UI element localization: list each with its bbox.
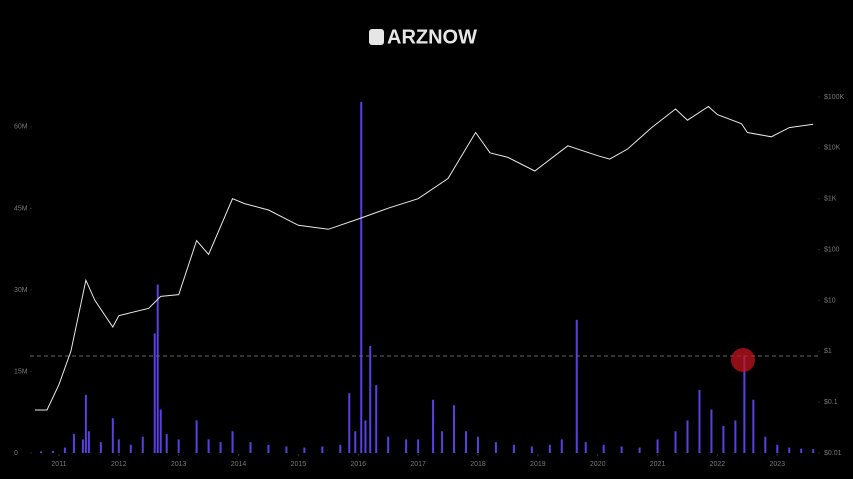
volume-bar [698, 389, 701, 453]
volume-bar [249, 442, 252, 453]
volume-bar [303, 447, 306, 453]
volume-bar [674, 431, 677, 453]
volume-bar [321, 446, 324, 453]
y2-tick-label: $10K [824, 145, 841, 152]
volume-bar [530, 446, 533, 453]
volume-bar [548, 444, 551, 453]
y-tick-label: 45M [14, 205, 28, 212]
volume-bar [231, 431, 234, 453]
volume-bar [354, 431, 357, 453]
volume-bar [638, 447, 641, 453]
volume-bar [722, 425, 725, 453]
volume-bar [686, 420, 689, 453]
x-tick-label: 2016 [350, 461, 366, 468]
volume-bar [584, 442, 587, 453]
volume-bar [494, 442, 497, 453]
volume-bar [87, 431, 90, 453]
y-tick-label: 0 [14, 450, 18, 457]
volume-bar [285, 446, 288, 453]
volume-bar [129, 444, 132, 453]
x-tick-label: 2020 [590, 461, 606, 468]
x-tick-label: 2014 [231, 461, 247, 468]
volume-bar [432, 399, 435, 453]
y2-tick-label: $0.01 [824, 450, 842, 457]
volume-bar [84, 394, 87, 453]
price-line [35, 105, 814, 411]
volume-bar [111, 418, 114, 453]
x-tick-label: 2019 [530, 461, 546, 468]
x-tick-label: 2015 [291, 461, 307, 468]
volume-bar [117, 439, 120, 453]
volume-bar [710, 409, 713, 453]
volume-bar [339, 444, 342, 453]
volume-bar [207, 439, 210, 453]
volume-bar [453, 405, 456, 453]
volume-bar [153, 333, 156, 453]
x-tick-label: 2013 [171, 461, 187, 468]
volume-bar [656, 439, 659, 453]
y2-tick-label: $10 [824, 297, 836, 304]
volume-bar [195, 420, 198, 453]
y2-tick-label: $1 [824, 348, 832, 355]
volume-bar [776, 444, 779, 453]
volume-bar [441, 431, 444, 453]
volume-bar [177, 439, 180, 453]
volume-bar [267, 444, 270, 453]
volume-bar [764, 436, 767, 453]
volume-bar [99, 442, 102, 453]
x-tick-label: 2017 [410, 461, 426, 468]
volume-bar [219, 442, 222, 453]
volume-bar [743, 355, 746, 453]
volume-bar [560, 439, 563, 453]
volume-bar [788, 447, 791, 453]
y2-tick-label: $0.1 [824, 399, 838, 406]
volume-bar [156, 284, 159, 453]
volume-bar [348, 393, 351, 453]
logo: ARZNOW [387, 26, 477, 48]
x-tick-label: 2012 [111, 461, 127, 468]
volume-bar [360, 101, 363, 453]
volume-bar [812, 449, 815, 453]
x-tick-label: 2018 [470, 461, 486, 468]
volume-bar [141, 436, 144, 453]
volume-bar [602, 444, 605, 453]
y-tick-label: 15M [14, 368, 28, 375]
volume-bar [81, 439, 84, 453]
x-tick-label: 2023 [769, 461, 785, 468]
volume-bar [165, 433, 168, 453]
volume-bar [512, 444, 515, 453]
volume-bar [405, 439, 408, 453]
volume-bar [159, 409, 162, 453]
volume-bar [72, 433, 75, 453]
volume-bar [369, 345, 372, 453]
y2-tick-label: $100 [824, 246, 840, 253]
volume-bar [620, 446, 623, 453]
volume-bar [734, 420, 737, 453]
y2-tick-label: $1K [824, 196, 837, 203]
y-tick-label: 60M [14, 124, 28, 131]
volume-bar [800, 448, 803, 453]
volume-bar [465, 431, 468, 453]
volume-bar [364, 420, 367, 453]
volume-bar [752, 399, 755, 453]
volume-bar [39, 451, 42, 453]
highlight-circle [731, 348, 755, 372]
volume-bar [51, 450, 54, 453]
volume-bar [63, 447, 66, 453]
y2-tick-label: $100K [824, 94, 845, 101]
logo-icon [369, 29, 384, 45]
volume-bar [387, 436, 390, 453]
x-tick-label: 2022 [710, 461, 726, 468]
volume-bar [575, 319, 578, 453]
volume-bar [476, 436, 479, 453]
x-tick-label: 2021 [650, 461, 666, 468]
volume-bar [417, 439, 420, 453]
x-tick-label: 2011 [51, 461, 66, 468]
volume-bar [375, 385, 378, 453]
y-tick-label: 30M [14, 287, 28, 294]
